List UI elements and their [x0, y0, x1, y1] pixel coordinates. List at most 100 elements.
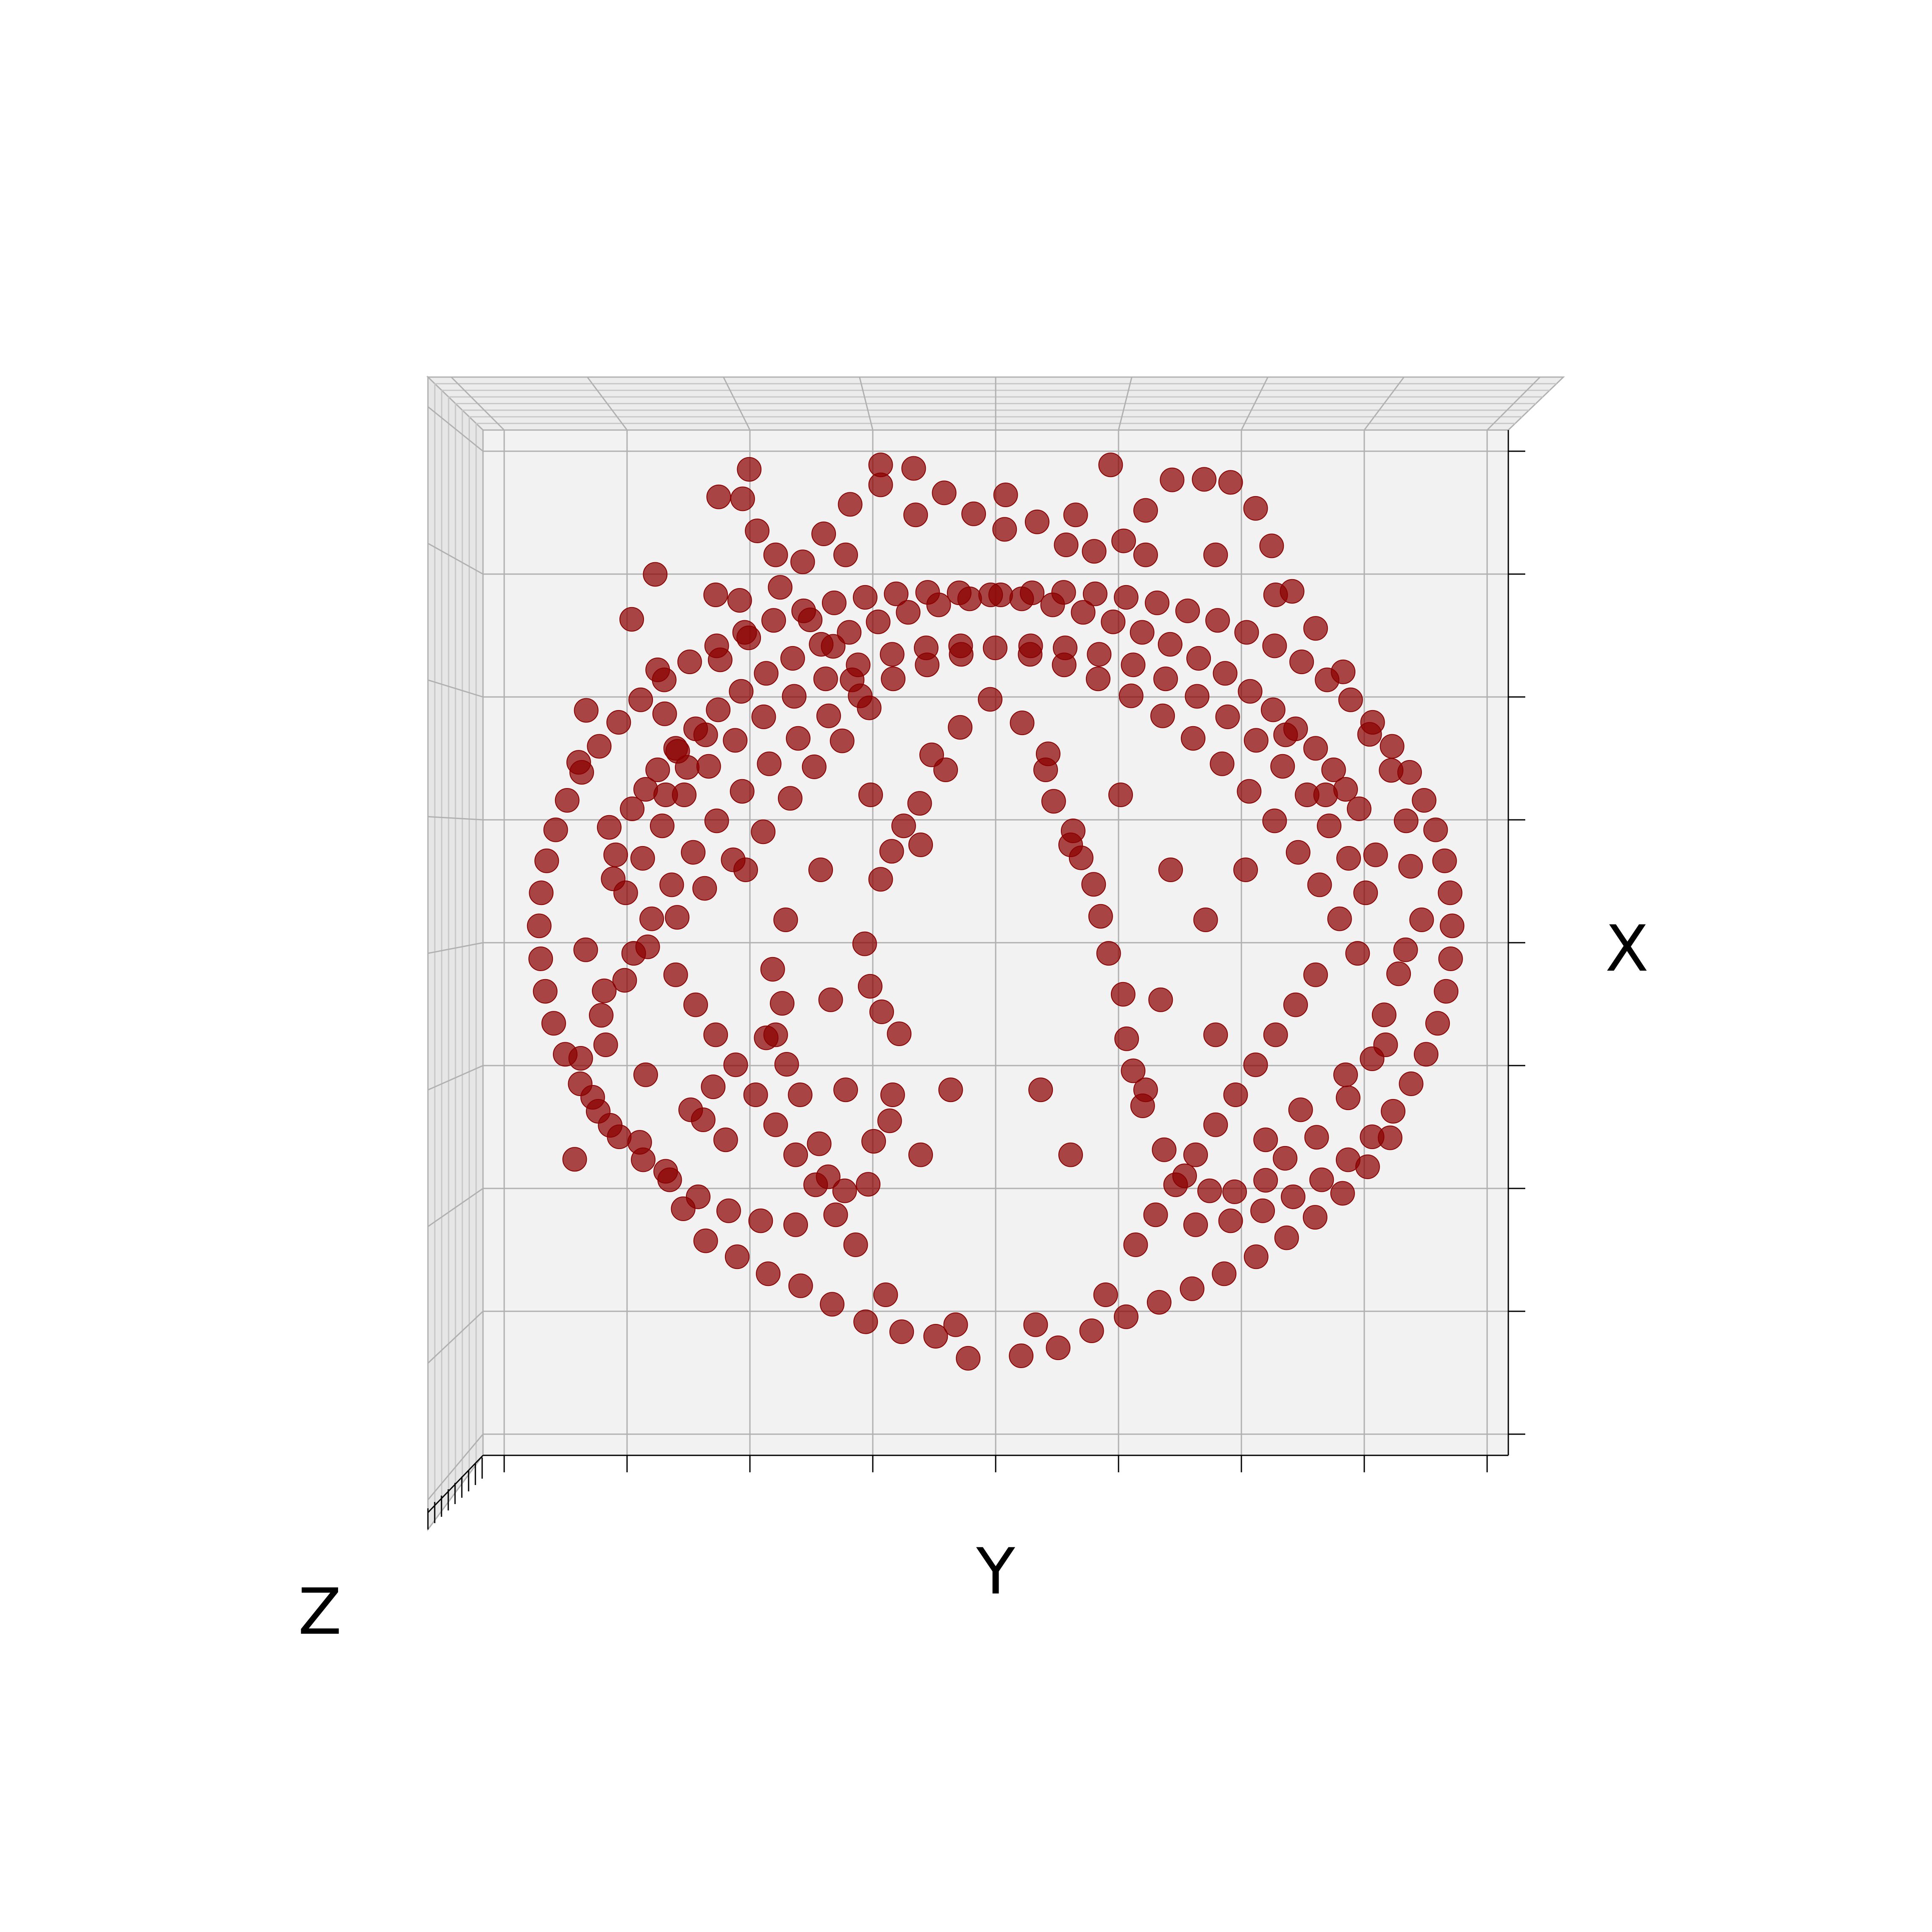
scatter-point — [1203, 542, 1228, 567]
scatter-point — [956, 1346, 981, 1371]
scatter-point — [543, 817, 568, 842]
scatter-point — [1303, 616, 1328, 641]
scatter-point — [1238, 679, 1263, 704]
scatter-point — [534, 848, 559, 873]
grid-line-left-recede — [427, 679, 483, 698]
grid-line-left-recede — [427, 1434, 484, 1500]
scatter-point — [612, 968, 637, 993]
scatter-point — [1303, 1205, 1327, 1230]
scatter-point — [751, 704, 776, 729]
scatter-point — [1273, 1146, 1298, 1171]
scatter-point — [1009, 586, 1034, 611]
grid-lines — [427, 376, 1557, 1521]
scatter-point — [1260, 697, 1285, 722]
grid-line-top-recede — [1118, 377, 1133, 430]
scatter-point — [1244, 1244, 1269, 1269]
scatter-point — [846, 652, 871, 677]
scatter-point — [1028, 1077, 1053, 1102]
scatter-point — [1373, 1033, 1398, 1057]
scatter-point — [887, 1022, 912, 1046]
scatter-point — [527, 913, 552, 938]
scatter-point — [743, 1083, 768, 1107]
scatter-point — [1309, 1167, 1334, 1192]
scatter-point — [881, 666, 906, 691]
scatter-point — [1438, 947, 1463, 971]
scatter-point — [948, 715, 973, 740]
scatter-point — [659, 872, 684, 897]
scatter-point — [1313, 783, 1338, 807]
scatter-point — [713, 1127, 738, 1152]
scatter-point — [1085, 666, 1110, 691]
y-axis-label: Y — [976, 1535, 1015, 1609]
x-axis-label: X — [1605, 912, 1649, 986]
scatter-point — [628, 687, 653, 712]
scatter-point — [633, 1062, 658, 1087]
scatter-point — [1270, 754, 1295, 779]
scatter-point — [639, 906, 664, 931]
scatter-point — [1399, 1071, 1424, 1096]
scatter-point — [1180, 1276, 1205, 1301]
scatter-point — [724, 1244, 749, 1269]
scatter-point — [1438, 880, 1463, 905]
scatter-point — [630, 846, 655, 871]
scatter-point — [573, 937, 598, 962]
scatter-point — [1281, 1184, 1306, 1209]
scatter-point — [1158, 858, 1183, 882]
scatter-point — [858, 974, 883, 999]
grid-line-top-recede — [1363, 377, 1405, 430]
scatter-point — [1203, 1022, 1228, 1047]
scatter-point — [1114, 1026, 1139, 1051]
scatter-point — [701, 1074, 726, 1099]
scatter-point — [978, 687, 1002, 712]
scatter-point — [729, 679, 754, 704]
scatter-point — [1423, 817, 1448, 842]
scatter-point — [657, 1167, 682, 1192]
scatter-point — [1093, 1282, 1118, 1307]
scatter-point — [1197, 1178, 1222, 1203]
scatter-point — [770, 991, 795, 1016]
scatter-point — [1133, 498, 1158, 523]
scatter-point — [896, 600, 921, 625]
scatter-point — [1259, 533, 1284, 558]
scatter-point — [706, 484, 731, 509]
scatter-point — [1381, 1099, 1406, 1124]
scatter-point — [813, 666, 838, 691]
grid-line-left-recede — [427, 406, 483, 452]
scatter-point — [716, 1198, 741, 1223]
scatter-point — [837, 620, 862, 645]
scatter-point — [1071, 600, 1096, 625]
scatter-point — [1213, 661, 1238, 686]
scatter-point — [1121, 1058, 1146, 1083]
scatter-point — [1212, 1261, 1237, 1286]
scatter-point — [778, 786, 802, 811]
scatter-point — [1108, 783, 1133, 807]
scatter-point — [1303, 736, 1328, 761]
scatter-point — [1285, 840, 1310, 865]
scatter-point — [1223, 1083, 1248, 1107]
scatter-point — [1040, 592, 1065, 617]
scatter-point — [773, 908, 798, 932]
scatter-point — [1412, 788, 1437, 813]
scatter-point — [915, 652, 940, 677]
scatter-point — [737, 457, 762, 482]
scatter-point — [808, 858, 833, 882]
scatter-point — [943, 1312, 968, 1337]
scatter-point — [1153, 666, 1178, 691]
scatter-point — [1160, 467, 1185, 492]
scatter-point — [782, 684, 807, 709]
scatter-point — [843, 1232, 868, 1257]
scatter-point — [586, 1099, 611, 1124]
scatter-point — [802, 754, 827, 779]
scatter-point — [830, 728, 855, 753]
scatter-point — [692, 876, 717, 901]
scatter-point — [528, 947, 553, 971]
scatter-point — [1205, 608, 1230, 633]
scatter-point — [568, 1071, 593, 1096]
scatter-point — [723, 1052, 748, 1077]
scatter-point — [652, 667, 677, 692]
scatter-point — [1363, 842, 1388, 867]
scatter-point — [754, 661, 779, 686]
scatter-point — [751, 819, 776, 844]
scatter-point — [620, 797, 645, 821]
scatter-point — [683, 992, 708, 1017]
